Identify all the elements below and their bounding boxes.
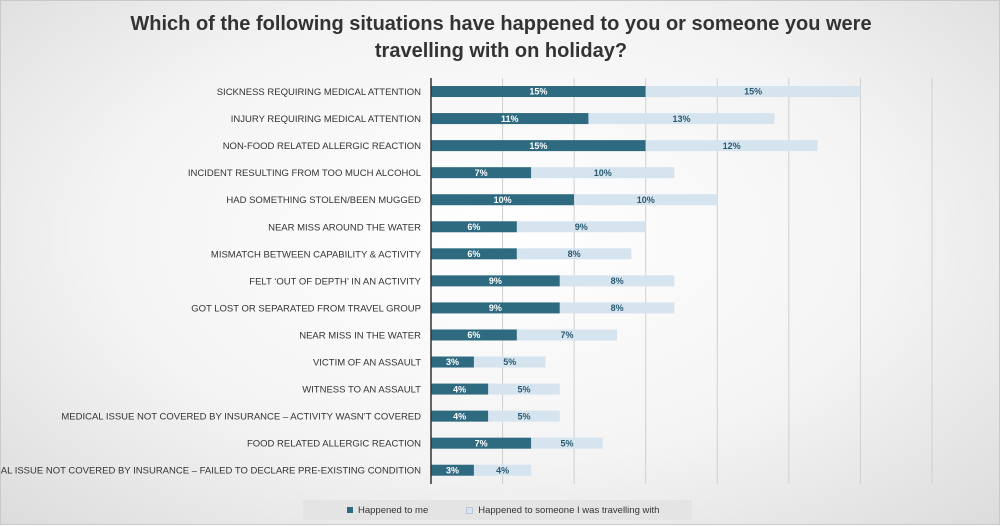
- bar-happened-to-someone: [645, 86, 861, 98]
- category-label: VICTIM OF AN ASSAULT: [313, 358, 421, 369]
- bar-happened-to-someone: [473, 356, 546, 368]
- bar-happened-to-me: [431, 140, 646, 152]
- data-label: 9%: [575, 222, 588, 232]
- data-label: 6%: [467, 249, 480, 259]
- data-label: 5%: [560, 438, 573, 448]
- data-label: 15%: [529, 141, 547, 151]
- data-label: 13%: [672, 114, 690, 124]
- data-label: 7%: [475, 168, 488, 178]
- bar-happened-to-me: [431, 275, 560, 287]
- bar-happened-to-me: [431, 329, 517, 341]
- data-label: 11%: [501, 114, 519, 124]
- bar-happened-to-me: [431, 248, 517, 260]
- category-label: FOOD RELATED ALLERGIC REACTION: [247, 439, 421, 450]
- category-label: MISMATCH BETWEEN CAPABILITY & ACTIVITY: [211, 249, 422, 260]
- data-label: 9%: [489, 303, 502, 313]
- bar-happened-to-me: [431, 437, 532, 449]
- data-label: 4%: [453, 411, 466, 421]
- bar-happened-to-someone: [516, 248, 632, 260]
- category-label: INCIDENT RESULTING FROM TOO MUCH ALCOHOL: [188, 168, 421, 179]
- bar-happened-to-someone: [574, 194, 718, 206]
- data-label: 10%: [637, 195, 655, 205]
- data-label: 3%: [446, 357, 459, 367]
- category-label: FELT ‘OUT OF DEPTH’ IN AN ACTIVITY: [249, 276, 421, 287]
- bar-happened-to-me: [431, 113, 589, 125]
- data-label: 8%: [611, 276, 624, 286]
- bar-happened-to-someone: [645, 140, 818, 152]
- legend-swatch-happened-to-me: [347, 507, 353, 513]
- legend-swatch-happened-to-someone: [466, 506, 474, 514]
- category-label: NEAR MISS IN THE WATER: [299, 330, 421, 341]
- bar-happened-to-me: [431, 194, 575, 206]
- bar-happened-to-someone: [559, 302, 675, 314]
- category-label: NEAR MISS AROUND THE WATER: [268, 222, 421, 233]
- data-label: 4%: [453, 384, 466, 394]
- bar-happened-to-me: [431, 302, 560, 314]
- bar-happened-to-someone: [488, 410, 560, 422]
- category-label: HAD SOMETHING STOLEN/BEEN MUGGED: [226, 195, 421, 206]
- legend-label: Happened to me: [358, 504, 429, 516]
- bar-happened-to-me: [431, 356, 474, 368]
- data-label: 15%: [744, 87, 762, 97]
- legend-item-happened-to-me: Happened to me: [347, 505, 428, 516]
- data-label: 10%: [494, 195, 512, 205]
- category-label: GOT LOST OR SEPARATED FROM TRAVEL GROUP: [191, 303, 421, 314]
- bar-happened-to-someone: [531, 167, 675, 179]
- bar-happened-to-me: [431, 383, 489, 395]
- category-labels: SICKNESS REQUIRING MEDICAL ATTENTION INJU…: [1, 87, 422, 477]
- data-label: 10%: [594, 168, 612, 178]
- category-label: WITNESS TO AN ASSAULT: [302, 385, 421, 396]
- bar-happened-to-me: [431, 167, 532, 179]
- data-label: 3%: [446, 465, 459, 475]
- category-label: SICKNESS REQUIRING MEDICAL ATTENTION: [217, 87, 421, 98]
- category-label: NON-FOOD RELATED ALLERGIC REACTION: [223, 141, 421, 152]
- bar-happened-to-me: [431, 221, 517, 233]
- legend: Happened to me Happened to someone I was…: [303, 500, 692, 520]
- data-label: 5%: [518, 384, 531, 394]
- data-label: 8%: [568, 249, 581, 259]
- legend-label: Happened to someone I was travelling wit…: [478, 504, 660, 516]
- data-label: 6%: [467, 222, 480, 232]
- data-label: 8%: [611, 303, 624, 313]
- bars: 15% 15% 11% 13% 15% 12% 7% 10% 10% 10% 6% 9% 6% 8% 9% 8…: [430, 78, 861, 484]
- bar-happened-to-someone: [516, 221, 646, 233]
- data-label: 4%: [496, 465, 509, 475]
- data-label: 15%: [529, 87, 547, 97]
- legend-item-happened-to-someone: Happened to someone I was travelling wit…: [466, 505, 659, 516]
- data-label: 5%: [518, 411, 531, 421]
- bar-happened-to-someone: [588, 113, 775, 125]
- data-label: 9%: [489, 276, 502, 286]
- data-label: 5%: [503, 357, 516, 367]
- bar-happened-to-me: [431, 464, 474, 476]
- bar-happened-to-me: [431, 410, 489, 422]
- bar-happened-to-someone: [531, 437, 603, 449]
- bar-happened-to-someone: [516, 329, 618, 341]
- data-label: 7%: [475, 438, 488, 448]
- bar-happened-to-someone: [473, 464, 532, 476]
- data-label: 6%: [467, 330, 480, 340]
- category-label: MEDICAL ISSUE NOT COVERED BY INSURANCE –…: [1, 466, 421, 477]
- chart-title: Which of the following situations have h…: [130, 13, 872, 62]
- data-label: 12%: [723, 141, 741, 151]
- bar-happened-to-me: [431, 86, 646, 98]
- category-label: MEDICAL ISSUE NOT COVERED BY INSURANCE –…: [61, 412, 421, 423]
- bar-happened-to-someone: [559, 275, 675, 287]
- data-label: 7%: [560, 330, 573, 340]
- bar-happened-to-someone: [488, 383, 560, 395]
- category-label: INJURY REQUIRING MEDICAL ATTENTION: [231, 114, 421, 125]
